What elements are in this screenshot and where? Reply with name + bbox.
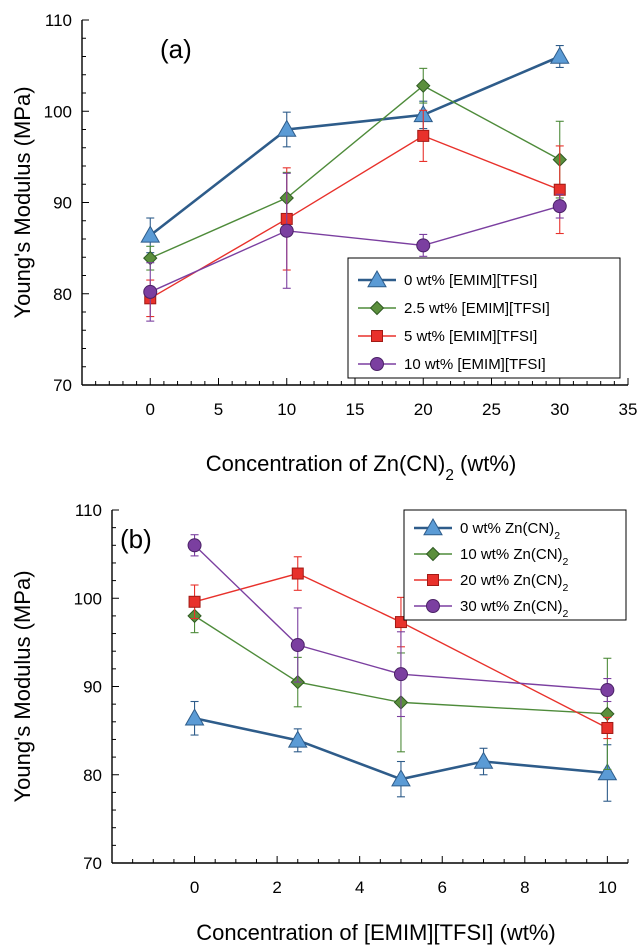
y-tick-label: 90 xyxy=(53,194,72,213)
legend-marker xyxy=(426,599,440,613)
y-axis-title: Young's Modulus (MPa) xyxy=(10,570,35,802)
legend-entry: 0 wt% Zn(CN)2 xyxy=(460,520,560,542)
legend-entry: 10 wt% [EMIM][TFSI] xyxy=(404,356,546,373)
data-point xyxy=(393,667,408,682)
panel-label: (b) xyxy=(120,524,152,554)
legend-entry: 20 wt% Zn(CN)2 xyxy=(460,572,569,594)
data-point xyxy=(287,730,308,748)
x-tick-label: 10 xyxy=(277,400,296,419)
data-point xyxy=(188,595,201,608)
data-point xyxy=(553,183,566,196)
data-point xyxy=(417,129,430,142)
series-1 xyxy=(143,67,567,271)
panel-label: (a) xyxy=(160,34,192,64)
data-point xyxy=(600,683,615,698)
data-point xyxy=(391,769,411,787)
data-point xyxy=(291,567,304,580)
legend-entry: 30 wt% Zn(CN)2 xyxy=(460,598,569,620)
series-line xyxy=(149,84,561,259)
x-tick-label: 5 xyxy=(214,400,223,419)
data-point xyxy=(279,223,294,238)
data-point xyxy=(394,616,407,629)
x-tick-label: 10 xyxy=(598,878,617,897)
x-tick-label: 20 xyxy=(414,400,433,419)
legend-entry: 10 wt% Zn(CN)2 xyxy=(460,546,569,568)
x-tick-label: 30 xyxy=(550,400,569,419)
y-tick-label: 100 xyxy=(74,589,102,608)
chart-panel-a: 70 80 90 100 110 0 5 10 15 20 25 30 35 Concentration … xyxy=(10,11,637,484)
legend-box xyxy=(347,257,621,379)
series-2 xyxy=(188,556,614,740)
data-point xyxy=(187,538,202,553)
y-tick-label: 70 xyxy=(83,854,102,873)
x-axis-title: Concentration of [EMIM][TFSI] (wt%) xyxy=(196,920,555,945)
data-point xyxy=(473,751,494,769)
data-point xyxy=(290,638,305,653)
data-point xyxy=(416,78,431,93)
series-3 xyxy=(143,172,567,322)
x-tick-label: 2 xyxy=(272,878,281,897)
chart-panel-b: 70 80 90 100 110 0 2 4 6 8 10 Concentration of [EMI… xyxy=(10,501,629,945)
data-point xyxy=(184,708,205,726)
legend-marker xyxy=(367,269,387,288)
data-point xyxy=(601,721,614,734)
x-tick-label: 35 xyxy=(619,400,638,419)
legend-marker xyxy=(427,574,439,586)
data-point xyxy=(552,199,567,214)
y-axis-title: Young's Modulus (MPa) xyxy=(10,86,35,318)
y-tick-label: 90 xyxy=(83,678,102,697)
legend-entry: 5 wt% [EMIM][TFSI] xyxy=(404,328,537,345)
legend-entry: 0 wt% [EMIM][TFSI] xyxy=(404,272,537,289)
data-point xyxy=(143,284,158,299)
y-tick-label: 80 xyxy=(53,285,72,304)
legend: 0 wt% [EMIM][TFSI] 2.5 wt% [EMIM][TFSI] 5 … xyxy=(347,257,621,379)
data-point xyxy=(549,46,570,64)
series-3 xyxy=(187,534,615,718)
series-0 xyxy=(184,700,618,802)
y-tick-label: 110 xyxy=(45,11,72,30)
data-point xyxy=(140,225,161,243)
data-point xyxy=(416,238,431,253)
series-line xyxy=(194,572,608,729)
series-0 xyxy=(140,44,570,254)
series-line xyxy=(194,615,608,715)
x-tick-label: 0 xyxy=(146,400,155,419)
legend-marker xyxy=(369,300,385,316)
legend: 0 wt% Zn(CN)2 10 wt% Zn(CN)2 20 wt% Zn(CN)… xyxy=(403,509,627,621)
x-tick-label: 15 xyxy=(346,400,365,419)
series-line xyxy=(149,205,560,293)
x-tick-label: 25 xyxy=(482,400,501,419)
x-tick-label: 8 xyxy=(520,878,529,897)
x-tick-label: 6 xyxy=(438,878,447,897)
y-tick-label: 100 xyxy=(44,102,72,121)
legend-entry: 2.5 wt% [EMIM][TFSI] xyxy=(404,300,550,317)
x-tick-label: 4 xyxy=(355,878,364,897)
legend-marker xyxy=(371,330,383,342)
series-line xyxy=(149,55,561,237)
x-tick-label: 0 xyxy=(190,878,199,897)
legend-marker xyxy=(423,517,443,536)
data-point xyxy=(276,119,297,137)
series-line xyxy=(149,135,561,299)
x-axis-title: Concentration of Zn(CN)2 (wt%) xyxy=(206,451,517,484)
y-tick-label: 80 xyxy=(83,766,102,785)
series-line xyxy=(194,544,608,691)
legend-marker xyxy=(425,546,441,562)
data-point xyxy=(597,762,618,781)
y-tick-label: 110 xyxy=(75,501,102,520)
legend-marker xyxy=(370,357,384,371)
y-tick-label: 70 xyxy=(53,376,72,395)
